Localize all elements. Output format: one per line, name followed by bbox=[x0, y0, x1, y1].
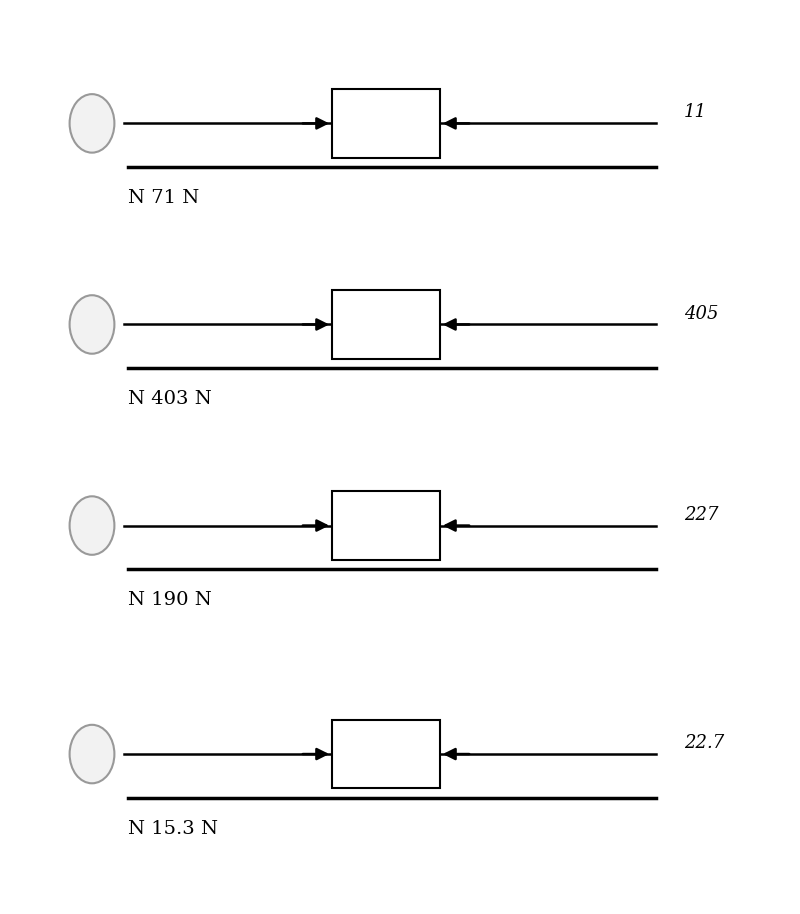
Text: N 15.3 N: N 15.3 N bbox=[128, 820, 218, 838]
Text: N 403 N: N 403 N bbox=[128, 390, 212, 409]
Text: 22.7: 22.7 bbox=[684, 734, 724, 752]
Ellipse shape bbox=[70, 94, 114, 153]
Text: 11: 11 bbox=[684, 103, 707, 122]
Text: N 190 N: N 190 N bbox=[128, 591, 212, 610]
Text: N 71 N: N 71 N bbox=[128, 189, 199, 207]
Text: 405: 405 bbox=[684, 304, 718, 323]
Ellipse shape bbox=[70, 295, 114, 354]
Bar bbox=[332, 291, 440, 359]
Bar bbox=[332, 90, 440, 157]
Ellipse shape bbox=[70, 725, 114, 783]
Bar bbox=[332, 492, 440, 559]
Ellipse shape bbox=[70, 496, 114, 555]
Bar bbox=[332, 720, 440, 788]
Text: 227: 227 bbox=[684, 505, 718, 524]
